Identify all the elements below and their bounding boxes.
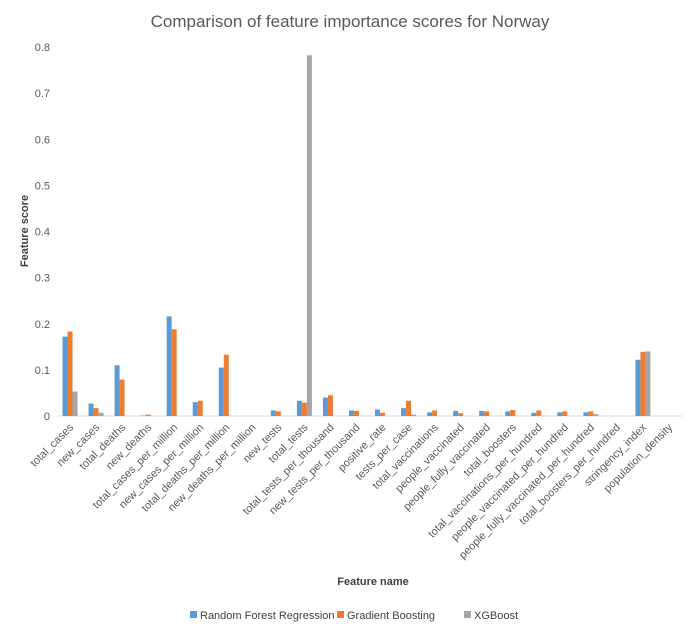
bar-gradient-boosting <box>406 400 412 416</box>
y-tick-label: 0.1 <box>35 365 50 377</box>
bar-xgboost <box>98 412 104 416</box>
bar-random-forest-regression <box>62 336 68 416</box>
bar-random-forest-regression <box>192 402 198 416</box>
bar-gradient-boosting <box>93 408 99 416</box>
bar-gradient-boosting <box>484 411 490 416</box>
bar-gradient-boosting <box>536 410 542 416</box>
bar-random-forest-regression <box>296 400 302 416</box>
bar-random-forest-regression <box>218 367 224 416</box>
bar-random-forest-regression <box>114 365 120 416</box>
legend-swatch <box>464 611 471 618</box>
bar-gradient-boosting <box>380 412 386 416</box>
y-tick-label: 0 <box>44 411 50 423</box>
bar-gradient-boosting <box>562 411 568 416</box>
bar-gradient-boosting <box>67 331 73 416</box>
bar-random-forest-regression <box>270 410 276 416</box>
bar-random-forest-regression <box>505 411 511 416</box>
bars-group <box>62 55 651 417</box>
y-tick-label: 0.8 <box>35 42 50 54</box>
y-tick-label: 0.2 <box>35 319 50 331</box>
bar-gradient-boosting <box>458 413 464 416</box>
chart-title: Comparison of feature importance scores … <box>151 12 550 31</box>
bar-gradient-boosting <box>171 329 177 416</box>
y-axis-title: Feature score <box>19 195 31 267</box>
x-axis-title: Feature name <box>337 576 409 588</box>
bar-xgboost <box>72 391 78 416</box>
bar-gradient-boosting <box>353 410 359 416</box>
bar-random-forest-regression <box>583 412 589 416</box>
bar-random-forest-regression <box>453 410 459 416</box>
bar-random-forest-regression <box>401 408 407 416</box>
bar-gradient-boosting <box>327 395 333 416</box>
legend-label: Gradient Boosting <box>347 610 435 622</box>
bar-xgboost <box>645 351 651 416</box>
bar-gradient-boosting <box>640 351 646 416</box>
bar-random-forest-regression <box>635 359 641 416</box>
y-tick-label: 0.4 <box>35 227 50 239</box>
legend-swatch <box>190 611 197 618</box>
bar-gradient-boosting <box>301 402 307 416</box>
bar-xgboost <box>411 414 417 416</box>
legend-label: Random Forest Regression <box>200 610 335 622</box>
bar-random-forest-regression <box>348 410 354 416</box>
bar-gradient-boosting <box>197 400 203 416</box>
y-axis-ticks: 0 0.1 0.2 0.3 0.4 0.5 0.6 0.7 0.8 <box>35 42 50 423</box>
bar-random-forest-regression <box>322 397 328 416</box>
legend: Random Forest Regression Gradient Boostin… <box>190 610 518 622</box>
bar-xgboost <box>593 414 599 416</box>
bar-random-forest-regression <box>166 316 172 416</box>
bar-random-forest-regression <box>531 412 537 416</box>
bar-random-forest-regression <box>88 403 94 416</box>
bar-gradient-boosting <box>432 410 438 416</box>
bar-gradient-boosting <box>119 379 125 416</box>
y-tick-label: 0.7 <box>35 88 50 100</box>
bar-gradient-boosting <box>145 414 151 416</box>
bar-gradient-boosting <box>275 411 281 416</box>
y-tick-label: 0.5 <box>35 180 50 192</box>
y-tick-label: 0.3 <box>35 273 50 285</box>
bar-random-forest-regression <box>375 409 381 416</box>
legend-label: XGBoost <box>474 610 518 622</box>
bar-gradient-boosting <box>223 354 229 416</box>
bar-random-forest-regression <box>557 412 563 416</box>
bar-random-forest-regression <box>479 410 485 416</box>
legend-swatch <box>337 611 344 618</box>
bar-random-forest-regression <box>427 412 433 416</box>
bar-gradient-boosting <box>588 411 594 416</box>
bar-xgboost <box>306 55 312 417</box>
bar-gradient-boosting <box>510 410 516 416</box>
y-tick-label: 0.6 <box>35 134 50 146</box>
x-axis-ticks: total_casesnew_casestotal_deathsnew_deat… <box>28 421 675 561</box>
